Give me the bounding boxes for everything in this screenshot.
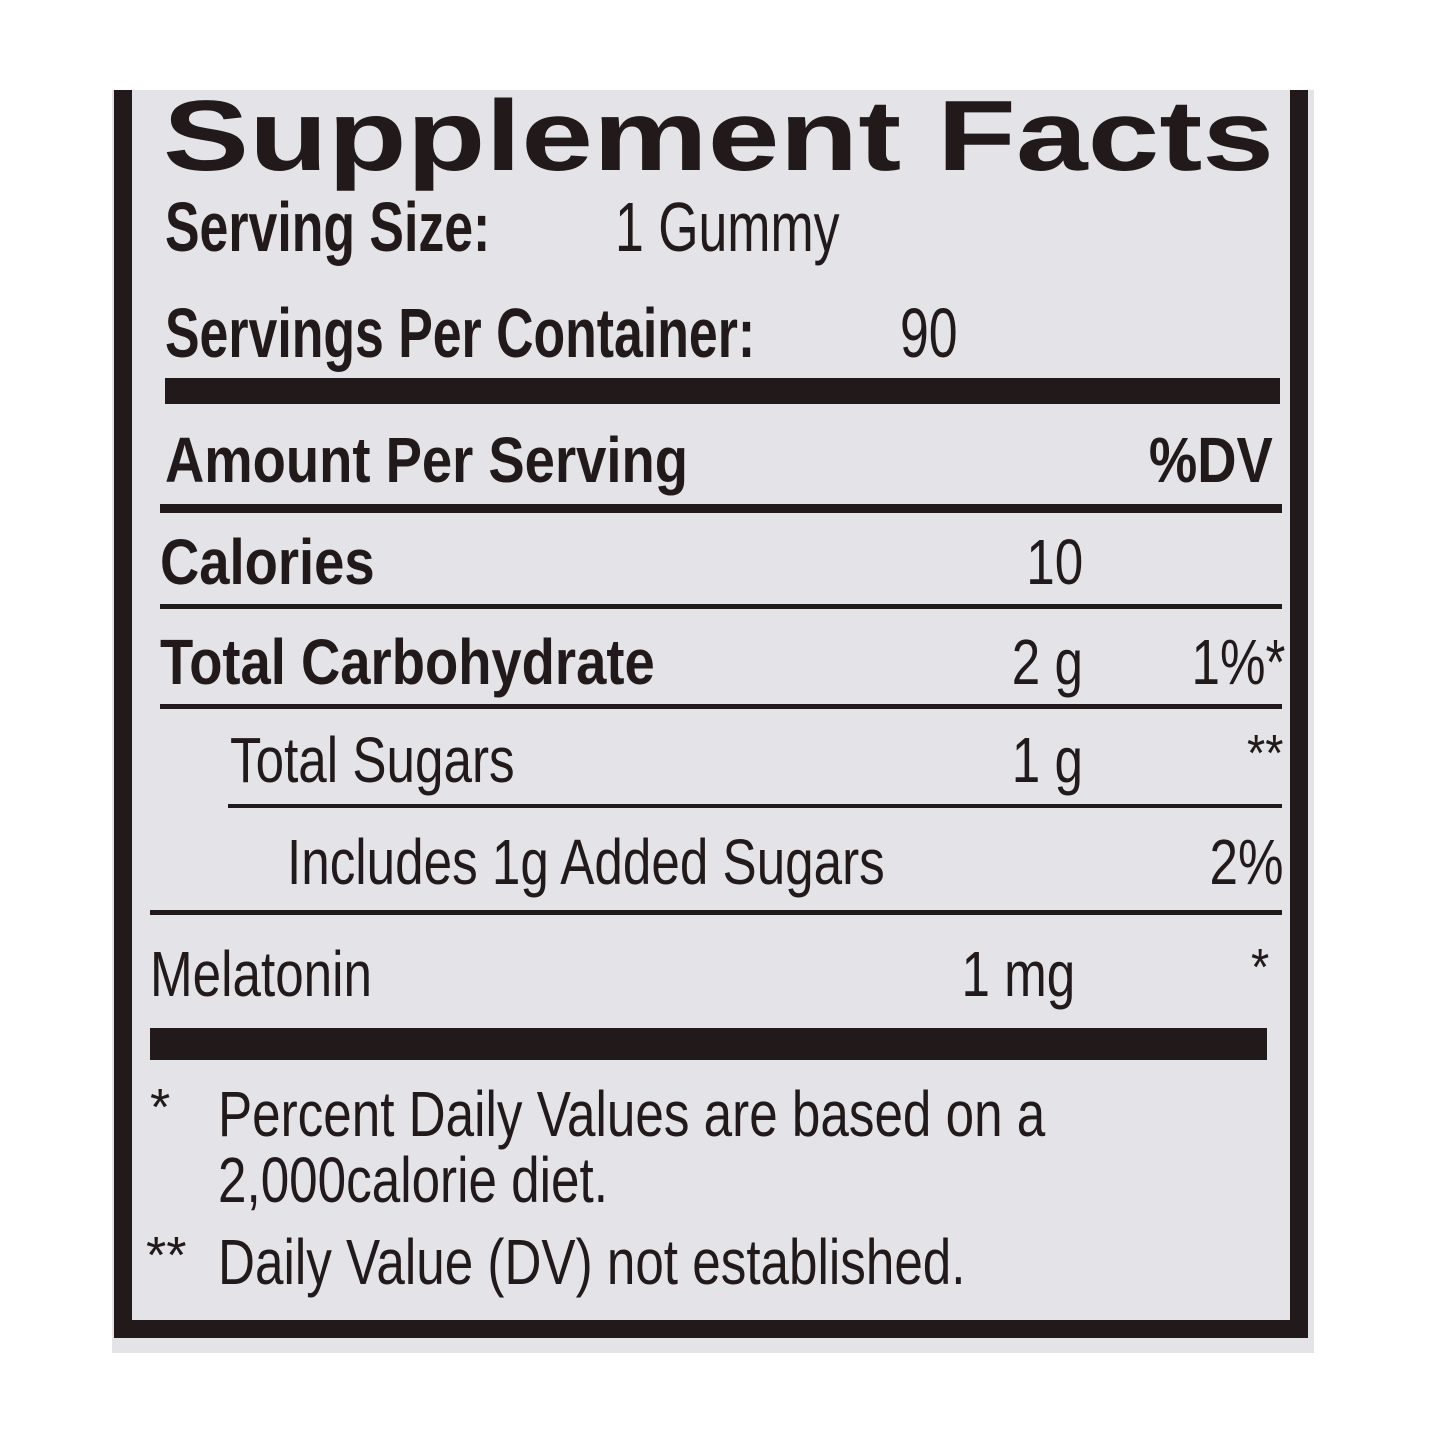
row-amount-melatonin: 1 mg bbox=[961, 938, 1075, 1010]
thick-divider bbox=[165, 378, 1280, 404]
row-name-calories: Calories bbox=[160, 526, 375, 598]
footnote-mark: ** bbox=[146, 1227, 187, 1285]
page-title: Supplement Facts bbox=[163, 80, 1275, 192]
serving-size-value: 1 Gummy bbox=[615, 188, 840, 266]
footnote-text: Percent Daily Values are based on a bbox=[218, 1078, 1046, 1150]
row-dv-total-sugars: ** bbox=[1246, 725, 1283, 783]
row-amount-total-carbohydrate: 2 g bbox=[1011, 626, 1083, 698]
row-name-total-sugars: Total Sugars bbox=[230, 724, 515, 796]
footnote-mark: * bbox=[150, 1079, 171, 1137]
footnote-text: 2,000calorie diet. bbox=[218, 1144, 608, 1216]
row-name-added-sugars: Includes 1g Added Sugars bbox=[287, 826, 885, 898]
divider bbox=[160, 504, 1282, 513]
row-amount-calories: 10 bbox=[1026, 526, 1083, 598]
label-border-bottom bbox=[114, 1320, 1308, 1338]
amount-per-serving-header: Amount Per Serving bbox=[165, 424, 688, 496]
label-border-left bbox=[114, 90, 132, 1338]
servings-per-container-value: 90 bbox=[900, 294, 958, 372]
divider bbox=[150, 910, 1282, 915]
dv-header: %DV bbox=[1149, 424, 1273, 496]
label-border-right bbox=[1290, 90, 1308, 1338]
footnote-text: Daily Value (DV) not established. bbox=[218, 1226, 966, 1298]
supplement-label bbox=[112, 90, 1314, 1353]
servings-per-container-label: Servings Per Container: bbox=[165, 294, 756, 372]
row-dv-added-sugars: 2% bbox=[1209, 826, 1283, 898]
divider bbox=[228, 804, 1282, 808]
row-dv-total-carbohydrate: 1%* bbox=[1191, 626, 1285, 698]
row-dv-melatonin: * bbox=[1250, 939, 1269, 997]
serving-size-label: Serving Size: bbox=[165, 188, 491, 266]
row-name-melatonin: Melatonin bbox=[150, 938, 372, 1010]
row-name-total-carbohydrate: Total Carbohydrate bbox=[160, 626, 655, 698]
thick-divider bbox=[150, 1028, 1267, 1060]
divider bbox=[160, 604, 1282, 609]
divider bbox=[160, 704, 1282, 709]
row-amount-total-sugars: 1 g bbox=[1011, 724, 1083, 796]
